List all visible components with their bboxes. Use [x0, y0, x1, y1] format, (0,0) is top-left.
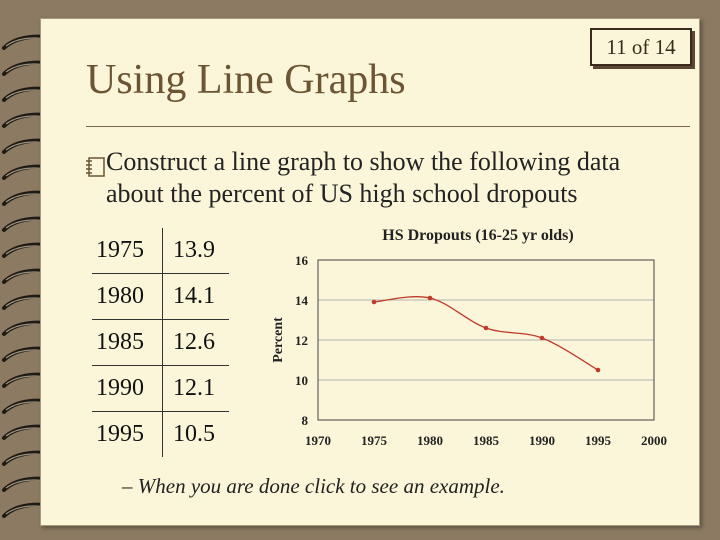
table-year-cell: 1985	[92, 319, 163, 366]
x-tick-label: 1970	[305, 433, 331, 448]
y-tick-label: 8	[302, 413, 309, 428]
x-tick-label: 1995	[585, 433, 612, 448]
x-tick-label: 1990	[529, 433, 555, 448]
y-tick-label: 10	[295, 373, 308, 388]
table-value-cell: 14.1	[162, 273, 229, 320]
y-axis-label: Percent	[271, 317, 286, 363]
bullet-text: Construct a line graph to show the follo…	[106, 147, 621, 208]
notebook-bullet-icon	[86, 157, 105, 177]
data-point	[371, 299, 377, 305]
table-value-cell: 12.6	[162, 319, 229, 366]
data-point	[539, 335, 545, 341]
series-line	[373, 296, 599, 371]
table-value-cell: 12.1	[162, 365, 229, 412]
table-row: 1975 13.9	[92, 228, 229, 274]
table-value-cell: 13.9	[173, 237, 215, 263]
x-tick-label: 1975	[361, 433, 388, 448]
data-point	[483, 325, 489, 331]
table-row: 1995 10.5	[92, 411, 229, 457]
table-year-cell: 1995	[92, 411, 163, 457]
table-year-cell: 1990	[92, 365, 163, 412]
data-table: 1975 13.9 1980 14.1 1985 12.6 1990 12.1 1995 10.5	[92, 228, 229, 457]
y-tick-label: 12	[295, 333, 308, 348]
data-point	[595, 367, 601, 373]
table-row: 1980 14.1	[92, 273, 229, 320]
table-year-cell: 1980	[92, 273, 163, 320]
footnote-instruction: – When you are done click to see an exam…	[122, 474, 505, 498]
slide-counter: 11 of 14	[590, 28, 692, 66]
line-chart: HS Dropouts (16-25 yr olds) Percent 8 10 12 1…	[271, 227, 667, 448]
x-tick-label: 1985	[473, 433, 500, 448]
table-year-cell: 1975	[92, 228, 163, 274]
y-tick-label: 14	[295, 293, 309, 308]
table-row: 1990 12.1	[92, 365, 229, 412]
data-point	[427, 295, 433, 301]
slide-title: Using Line Graphs	[86, 57, 406, 103]
plot-area	[317, 259, 655, 421]
y-tick-label: 16	[295, 253, 309, 268]
title-divider	[86, 126, 690, 127]
x-tick-label: 1980	[417, 433, 443, 448]
table-value-cell: 10.5	[162, 411, 229, 457]
table-row: 1985 12.6	[92, 319, 229, 366]
x-tick-label: 2000	[641, 433, 667, 448]
chart-title: HS Dropouts (16-25 yr olds)	[382, 227, 573, 244]
